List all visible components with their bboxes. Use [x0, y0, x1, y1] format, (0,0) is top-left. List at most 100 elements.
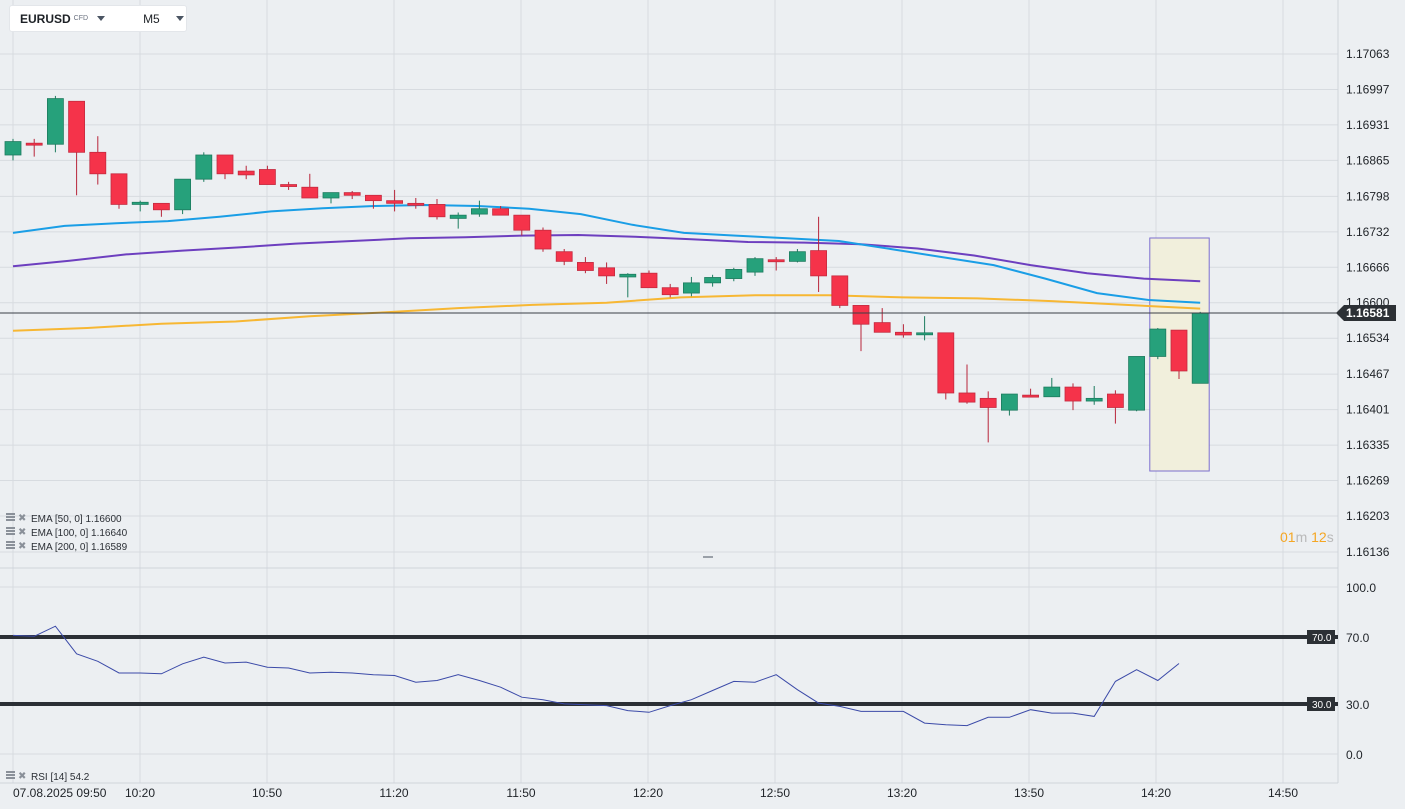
candle-body — [661, 287, 679, 296]
candle — [68, 100, 85, 196]
candle-body — [1170, 329, 1188, 372]
indicator-legend: ✖ EMA [50, 0] 1.16600 ✖ EMA [100, 0] 1.1… — [6, 513, 128, 553]
rsi-70-tag — [1307, 630, 1335, 644]
close-icon[interactable]: ✖ — [18, 527, 26, 538]
candle — [979, 391, 997, 443]
candle-body — [895, 331, 912, 336]
candle-body — [555, 251, 573, 262]
candle-body — [746, 258, 764, 273]
current-price-tag: 1.16581 — [1336, 304, 1396, 321]
price-tick-label: 1.16335 — [1346, 438, 1390, 452]
time-tick-label: 13:20 — [887, 786, 917, 800]
candle — [1001, 393, 1018, 416]
current-price-label: 1.16581 — [1346, 306, 1390, 320]
ema100-legend-text: EMA [100, 0] 1.16640 — [31, 528, 128, 539]
timeframe-selector[interactable]: M5 — [143, 12, 184, 26]
rsi-tick-0: 0.0 — [1346, 748, 1363, 762]
candle-body — [598, 267, 615, 277]
candle — [322, 192, 340, 204]
ema-lines — [12, 203, 1201, 332]
candle — [449, 212, 467, 229]
candle-body — [725, 269, 743, 279]
candle-body — [810, 250, 827, 277]
candle — [831, 275, 849, 309]
candle — [1107, 390, 1124, 424]
candle-body — [4, 141, 22, 156]
candle-body — [1191, 312, 1209, 384]
candle-body — [407, 202, 425, 206]
time-tick-label: 12:20 — [633, 786, 663, 800]
candle — [301, 173, 319, 199]
candle — [534, 227, 552, 252]
price-tick-label: 1.16534 — [1346, 331, 1390, 345]
price-tick-label: 1.16865 — [1346, 153, 1390, 167]
price-axis: 1.17063 1.16997 1.16931 1.16865 1.16798 1.167… — [1346, 47, 1390, 559]
candle-body — [301, 186, 319, 199]
candle-body — [1043, 386, 1061, 398]
candle — [1064, 383, 1082, 411]
ema200-line — [12, 294, 1201, 332]
candle-body — [916, 332, 933, 336]
candle — [852, 305, 870, 352]
candle-body — [767, 259, 785, 263]
candle — [746, 257, 764, 276]
candle-body — [683, 282, 700, 294]
ema50-legend[interactable]: ✖ EMA [50, 0] 1.16600 — [6, 513, 122, 525]
rsi-tick-30: 30.0 — [1346, 698, 1370, 712]
candle-body — [258, 169, 276, 185]
price-tick-label: 1.16401 — [1346, 403, 1390, 417]
time-tick-label: 07.08.2025 09:50 — [13, 786, 107, 800]
rsi-legend[interactable]: ✖ RSI [14] 54.2 — [6, 771, 90, 783]
candle-body — [1128, 356, 1145, 411]
price-tick-label: 1.16931 — [1346, 118, 1390, 132]
rsi-70-tag-label: 70.0 — [1312, 633, 1332, 644]
ema200-legend[interactable]: ✖ EMA [200, 0] 1.16589 — [6, 541, 128, 553]
symbol-selector[interactable]: EURUSD CFD — [20, 11, 106, 26]
symbol-name: EURUSD — [20, 11, 71, 26]
candle — [131, 200, 149, 212]
pane-resize-handle[interactable] — [703, 556, 713, 558]
candle — [386, 189, 404, 212]
candle — [619, 273, 637, 298]
candles — [4, 95, 1209, 443]
price-tick-label: 1.16798 — [1346, 189, 1390, 203]
candle — [4, 138, 22, 161]
ema100-legend[interactable]: ✖ EMA [100, 0] 1.16640 — [6, 527, 128, 539]
price-tick-label: 1.16732 — [1346, 225, 1390, 239]
symbol-type: CFD — [73, 15, 89, 22]
candle-body — [428, 204, 446, 218]
ema50-legend-text: EMA [50, 0] 1.16600 — [31, 514, 122, 525]
rsi-tick-100: 100.0 — [1346, 581, 1376, 595]
candle — [110, 173, 128, 209]
candle-body — [577, 262, 594, 271]
close-icon[interactable]: ✖ — [18, 771, 26, 782]
time-tick-label: 12:50 — [760, 786, 790, 800]
candle — [470, 200, 488, 217]
candle-body — [280, 184, 298, 187]
candle — [47, 95, 64, 153]
candle-body — [619, 273, 637, 278]
candle-body — [237, 170, 255, 176]
candle-body — [364, 194, 382, 202]
candle — [407, 197, 425, 209]
price-tick-label: 1.16997 — [1346, 82, 1390, 96]
candle — [661, 283, 679, 298]
candle — [1022, 388, 1039, 398]
close-icon[interactable]: ✖ — [18, 541, 26, 552]
countdown-minutes-unit: m — [1295, 529, 1308, 545]
candle-body — [873, 322, 891, 333]
close-icon[interactable]: ✖ — [18, 513, 26, 524]
time-tick-label: 10:50 — [252, 786, 282, 800]
candle — [1128, 356, 1145, 412]
candle — [1170, 329, 1188, 380]
candle-countdown: 01m 12s — [1280, 529, 1334, 545]
candle-body — [195, 154, 213, 180]
candle-body — [704, 277, 721, 284]
candle — [704, 274, 721, 287]
candle — [767, 257, 785, 271]
candle — [916, 316, 933, 341]
candle — [152, 202, 170, 217]
timeframe-label: M5 — [143, 11, 160, 26]
candle-body — [174, 178, 192, 211]
